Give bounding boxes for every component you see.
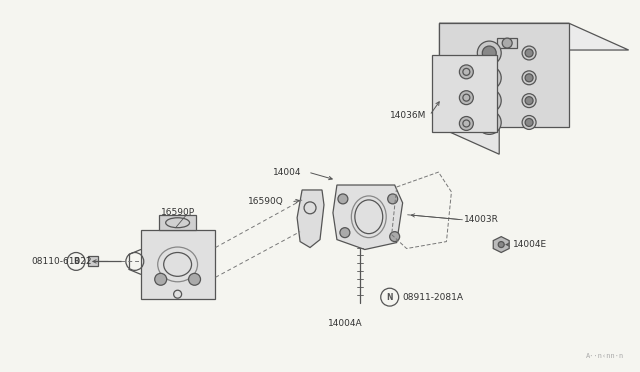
Polygon shape: [333, 185, 403, 250]
Polygon shape: [141, 230, 216, 299]
Text: B: B: [73, 257, 79, 266]
Circle shape: [388, 194, 397, 204]
Polygon shape: [440, 23, 628, 50]
Text: 14003R: 14003R: [465, 215, 499, 224]
Circle shape: [390, 232, 399, 241]
Polygon shape: [493, 237, 509, 253]
Circle shape: [340, 228, 350, 238]
Circle shape: [477, 66, 501, 90]
Circle shape: [483, 116, 496, 129]
Circle shape: [498, 241, 504, 247]
Text: 14004A: 14004A: [328, 320, 363, 328]
Circle shape: [525, 74, 533, 82]
Polygon shape: [497, 38, 517, 48]
Circle shape: [155, 273, 166, 285]
Circle shape: [460, 65, 474, 79]
Polygon shape: [440, 23, 569, 128]
Text: 16590P: 16590P: [161, 208, 195, 217]
Circle shape: [525, 97, 533, 105]
Circle shape: [522, 71, 536, 85]
Circle shape: [477, 110, 501, 134]
Text: 16590Q: 16590Q: [248, 198, 284, 206]
Text: 14004: 14004: [273, 168, 301, 177]
Text: 08110-61022: 08110-61022: [31, 257, 92, 266]
Circle shape: [522, 46, 536, 60]
Circle shape: [338, 194, 348, 204]
Circle shape: [483, 94, 496, 108]
Circle shape: [522, 116, 536, 129]
Circle shape: [502, 38, 512, 48]
Circle shape: [460, 116, 474, 131]
Text: 08911-2081A: 08911-2081A: [403, 293, 463, 302]
Circle shape: [522, 94, 536, 108]
Polygon shape: [440, 23, 499, 154]
Circle shape: [477, 41, 501, 65]
Text: A··n‹nn·n: A··n‹nn·n: [586, 353, 623, 359]
Circle shape: [477, 89, 501, 113]
Polygon shape: [431, 55, 497, 132]
Text: 14004E: 14004E: [513, 240, 547, 249]
Polygon shape: [297, 190, 324, 247]
Circle shape: [525, 119, 533, 126]
Text: 14036M: 14036M: [390, 111, 426, 120]
Bar: [88, 256, 98, 266]
Circle shape: [483, 71, 496, 85]
Circle shape: [483, 46, 496, 60]
Circle shape: [189, 273, 200, 285]
Polygon shape: [159, 215, 196, 230]
Circle shape: [460, 91, 474, 105]
Circle shape: [525, 49, 533, 57]
Text: N: N: [387, 293, 393, 302]
